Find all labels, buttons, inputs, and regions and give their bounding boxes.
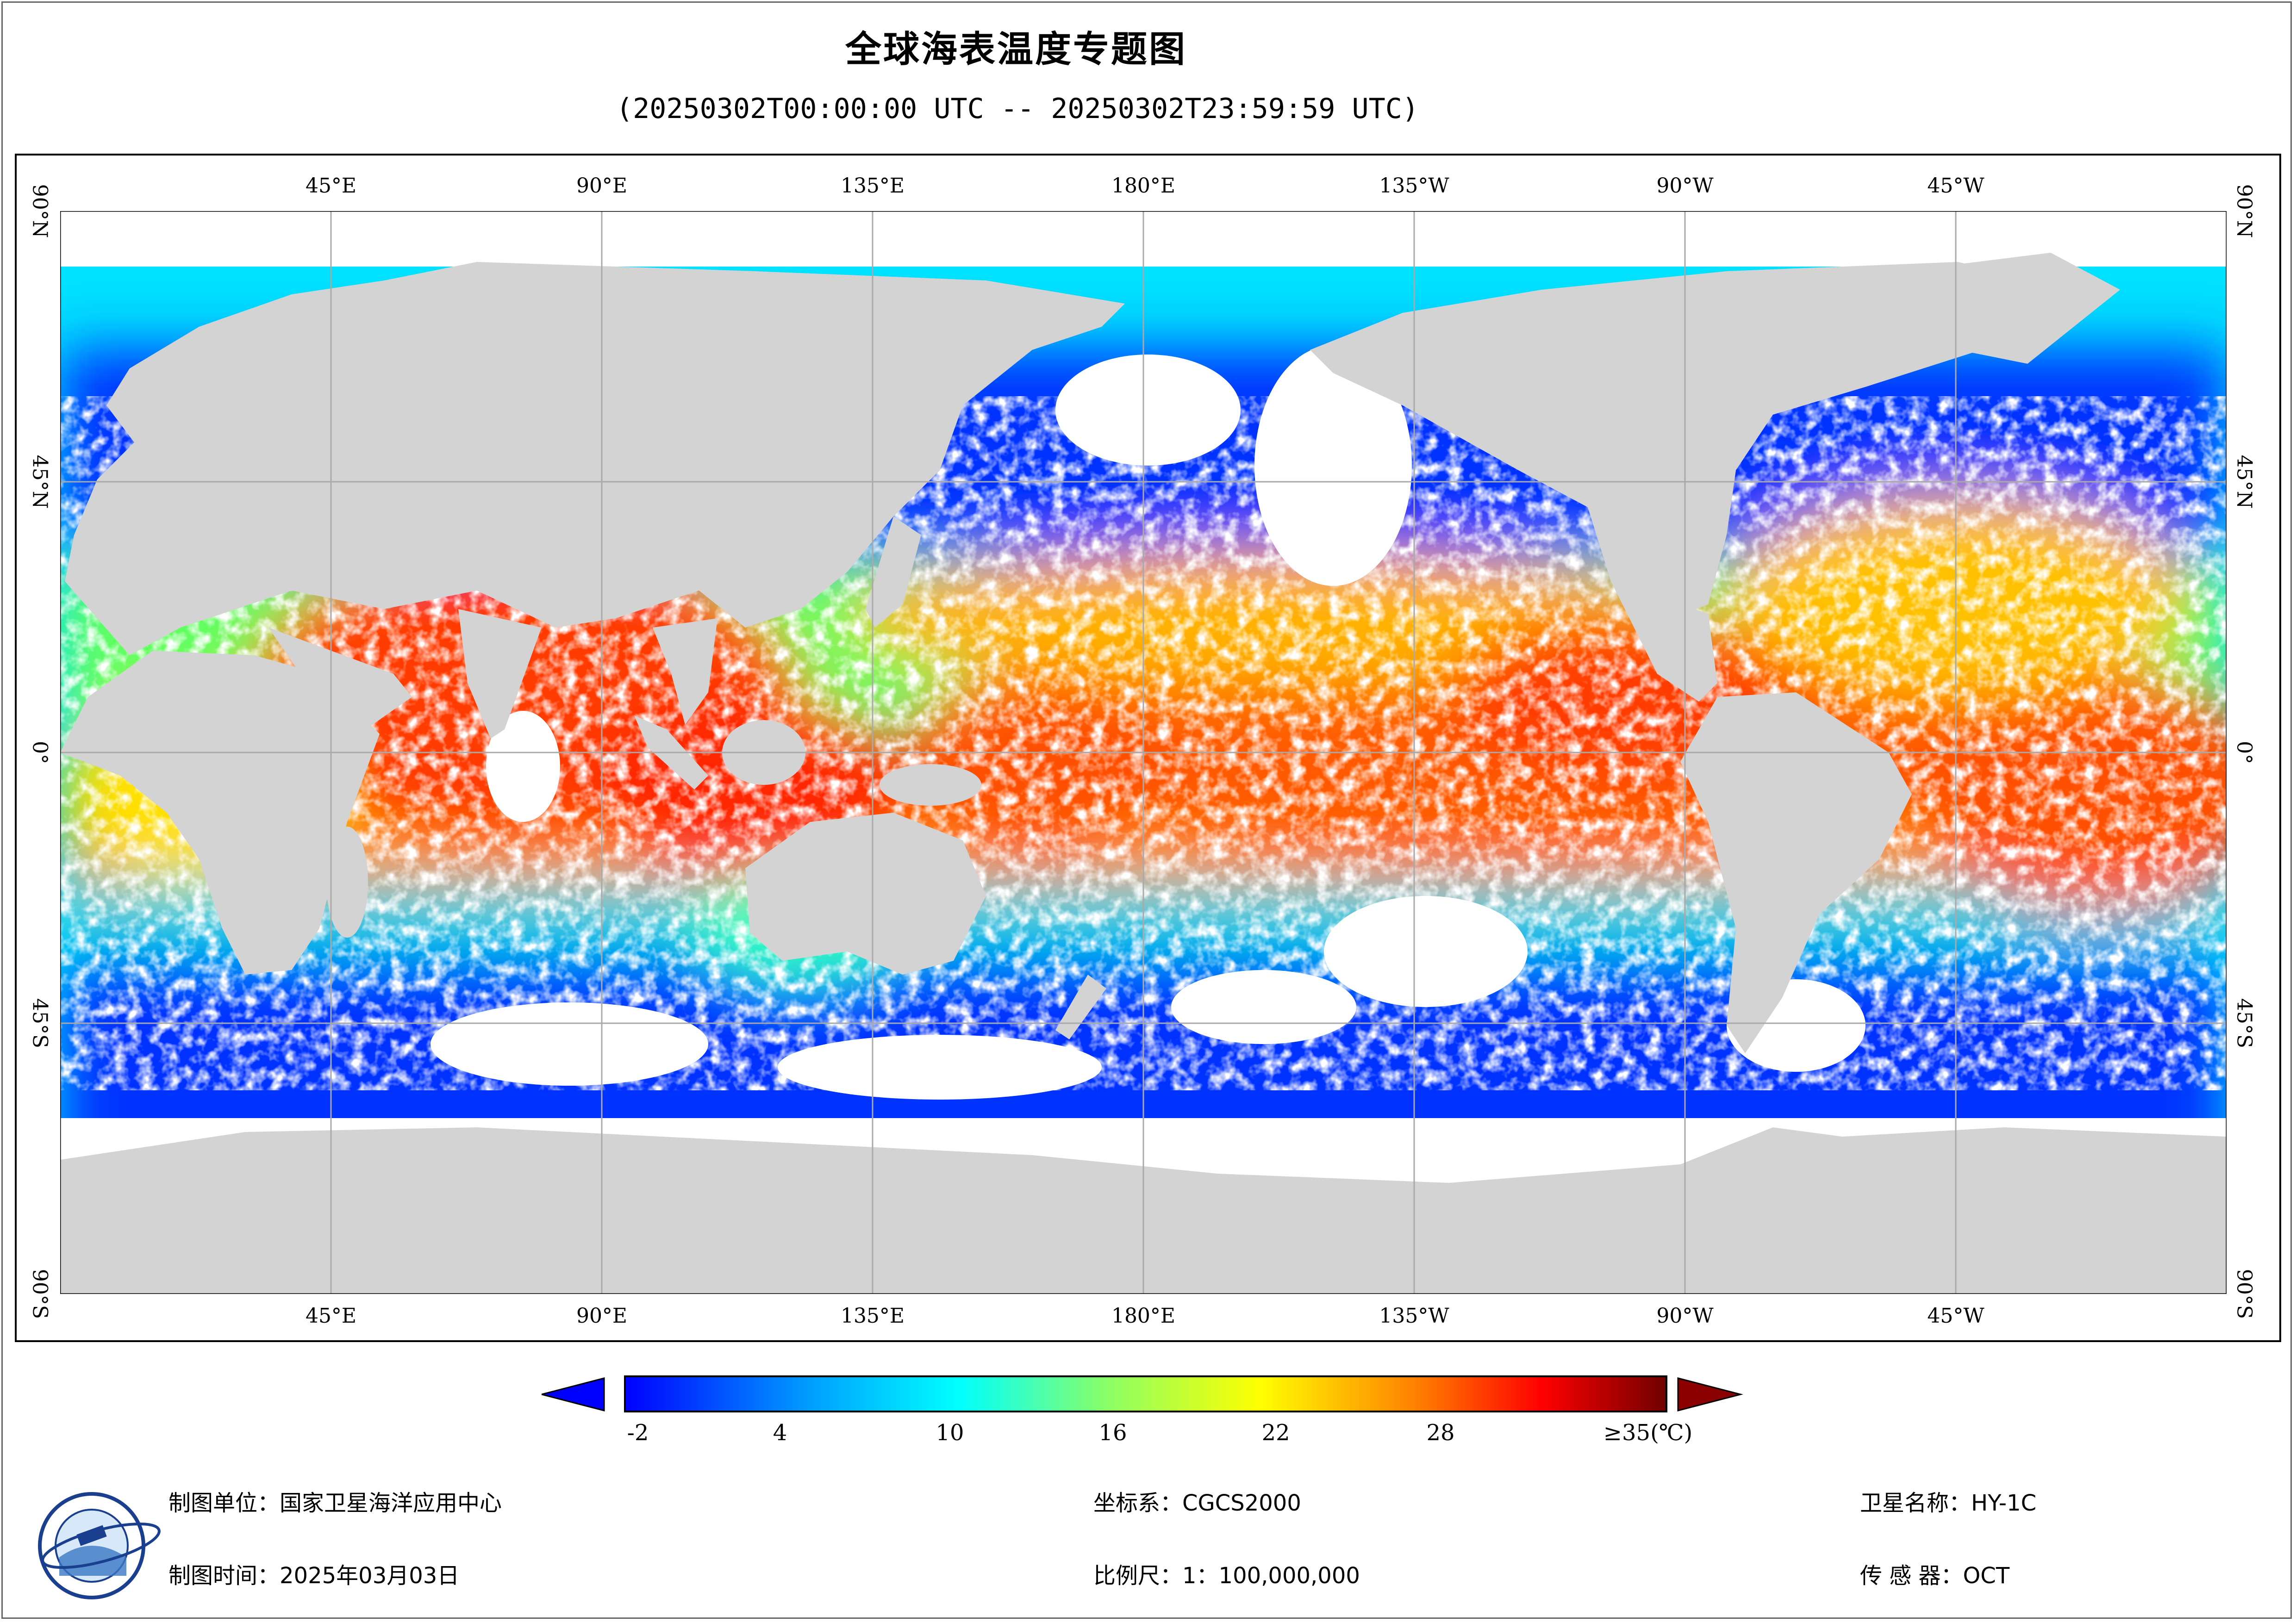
coordinate-system: 坐标系：CGCS2000 xyxy=(1093,1490,1301,1516)
colorbar xyxy=(542,1375,1743,1412)
lat-tick-label: 90°S xyxy=(2232,1269,2256,1319)
satellite-name: 卫星名称：HY-1C xyxy=(1860,1490,2037,1516)
colorbar-tick-label: -2 xyxy=(627,1420,649,1446)
colorbar-tick-label: 4 xyxy=(773,1420,787,1446)
lon-tick-label: 45°W xyxy=(1927,174,1984,198)
lat-tick-label: 45°S xyxy=(2232,998,2256,1049)
sst-map xyxy=(60,211,2227,1294)
lon-tick-label: 45°W xyxy=(1927,1304,1984,1328)
colorbar-max-arrow xyxy=(1677,1377,1743,1412)
lon-tick-label: 135°E xyxy=(840,174,905,198)
lon-tick-label: 135°W xyxy=(1379,1304,1449,1328)
production-date: 制图时间：2025年03月03日 xyxy=(168,1563,460,1589)
graticule xyxy=(60,211,2227,1294)
lat-tick-label: 90°N xyxy=(2232,184,2256,238)
lon-tick-label: 135°W xyxy=(1379,174,1449,198)
map-scale: 比例尺：1：100,000,000 xyxy=(1093,1563,1360,1589)
lon-tick-label: 45°E xyxy=(305,1304,357,1328)
lon-tick-label: 180°E xyxy=(1111,1304,1176,1328)
ministry-seal-logo xyxy=(38,1492,161,1599)
map-subtitle: (20250302T00:00:00 UTC -- 20250302T23:59… xyxy=(616,93,1419,125)
lat-tick-label: 45°N xyxy=(28,454,52,509)
lat-tick-label: 90°N xyxy=(28,184,52,238)
producer-unit: 制图单位：国家卫星海洋应用中心 xyxy=(168,1490,502,1516)
lon-tick-label: 135°E xyxy=(840,1304,905,1328)
lat-tick-label: 45°N xyxy=(2232,454,2256,509)
lat-tick-label: 0° xyxy=(2232,741,2256,764)
colorbar-tick-label: 28 xyxy=(1426,1420,1455,1446)
map-frame xyxy=(15,154,2281,1342)
lon-tick-label: 45°E xyxy=(305,174,357,198)
lon-tick-label: 90°W xyxy=(1656,174,1714,198)
lat-tick-label: 45°S xyxy=(28,998,52,1049)
lon-tick-label: 90°W xyxy=(1656,1304,1714,1328)
sensor-name: 传 感 器：OCT xyxy=(1860,1563,2010,1589)
map-title: 全球海表温度专题图 xyxy=(845,29,1187,70)
lon-tick-label: 90°E xyxy=(576,174,628,198)
colorbar-tick-label: 10 xyxy=(936,1420,964,1446)
colorbar-ramp xyxy=(624,1375,1667,1412)
lat-tick-label: 90°S xyxy=(28,1269,52,1319)
colorbar-tick-label: 22 xyxy=(1261,1420,1290,1446)
lon-tick-label: 180°E xyxy=(1111,174,1176,198)
lon-tick-label: 90°E xyxy=(576,1304,628,1328)
colorbar-min-arrow xyxy=(542,1377,605,1412)
colorbar-tick-label: 16 xyxy=(1098,1420,1127,1446)
colorbar-tick-label: ≥35(℃) xyxy=(1603,1420,1693,1446)
lat-tick-label: 0° xyxy=(28,741,52,764)
